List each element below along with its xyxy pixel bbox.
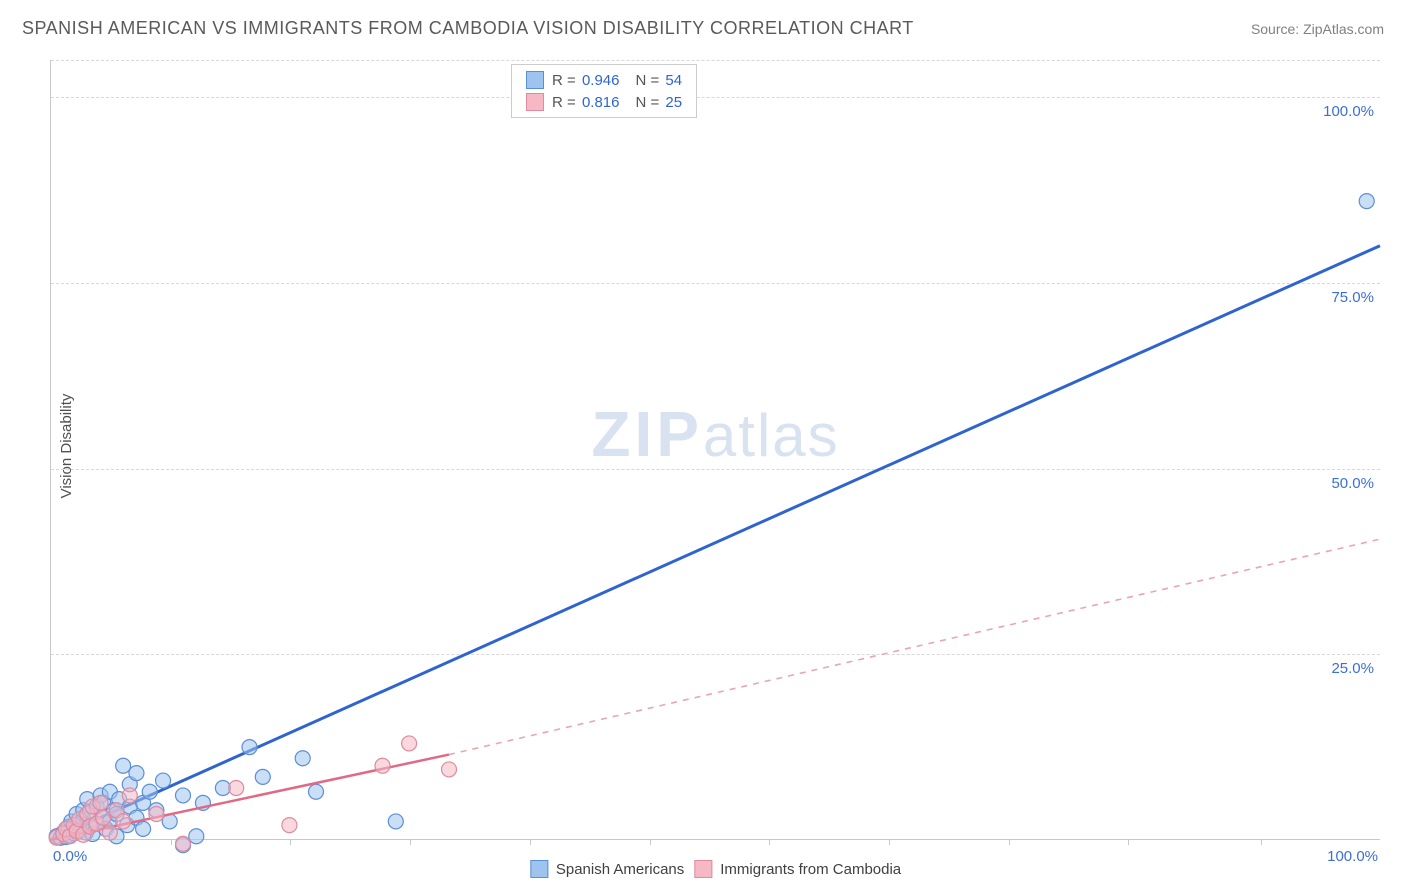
- scatter-point: [93, 795, 108, 810]
- scatter-point: [96, 810, 111, 825]
- legend-bottom: Spanish Americans Immigrants from Cambodi…: [530, 860, 901, 878]
- scatter-point: [255, 769, 270, 784]
- scatter-point: [116, 814, 131, 829]
- scatter-point: [388, 814, 403, 829]
- legend-swatch: [530, 860, 548, 878]
- scatter-point: [242, 740, 257, 755]
- scatter-point: [122, 788, 137, 803]
- scatter-point: [176, 836, 191, 851]
- legend-bottom-item: Immigrants from Cambodia: [694, 860, 901, 878]
- legend-bottom-label: Spanish Americans: [556, 861, 684, 878]
- scatter-point: [102, 825, 117, 840]
- scatter-point: [375, 758, 390, 773]
- scatter-point: [282, 818, 297, 833]
- x-tick-label: 100.0%: [1327, 848, 1378, 865]
- legend-bottom-label: Immigrants from Cambodia: [720, 861, 901, 878]
- scatter-point: [402, 736, 417, 751]
- regression-line-dashed: [449, 539, 1380, 754]
- x-tick-label: 0.0%: [53, 848, 87, 865]
- chart-header: SPANISH AMERICAN VS IMMIGRANTS FROM CAMB…: [22, 18, 1384, 39]
- scatter-point: [189, 829, 204, 844]
- scatter-point: [142, 784, 157, 799]
- chart-title: SPANISH AMERICAN VS IMMIGRANTS FROM CAMB…: [22, 18, 914, 39]
- legend-swatch: [694, 860, 712, 878]
- scatter-point: [442, 762, 457, 777]
- chart-source: Source: ZipAtlas.com: [1251, 21, 1384, 37]
- scatter-point: [156, 773, 171, 788]
- scatter-point: [129, 766, 144, 781]
- legend-bottom-item: Spanish Americans: [530, 860, 684, 878]
- scatter-point: [149, 807, 164, 822]
- scatter-point: [136, 821, 151, 836]
- scatter-point: [1359, 194, 1374, 209]
- scatter-point: [295, 751, 310, 766]
- scatter-point: [176, 788, 191, 803]
- scatter-point: [309, 784, 324, 799]
- chart-svg: [50, 60, 1380, 840]
- scatter-point: [116, 758, 131, 773]
- scatter-point: [229, 781, 244, 796]
